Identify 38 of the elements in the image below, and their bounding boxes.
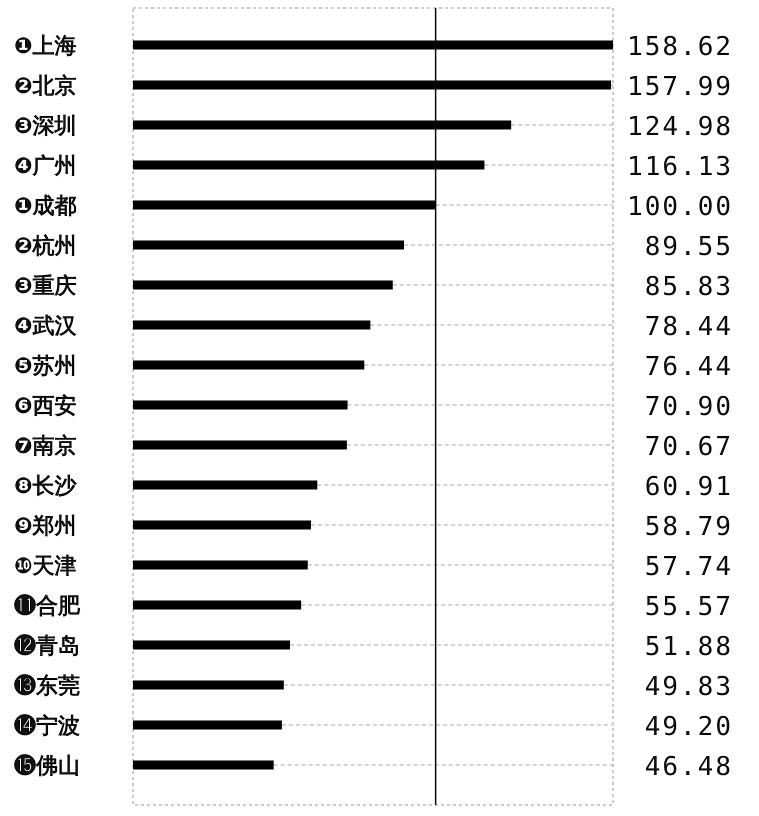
data-label: 116.13: [627, 152, 733, 182]
y-tick-label: ❿天津: [14, 554, 77, 579]
data-label: 55.57: [644, 592, 733, 622]
data-label: 85.83: [644, 272, 733, 302]
data-label: 78.44: [644, 312, 733, 342]
y-tick-label: ❸深圳: [14, 114, 77, 139]
data-label: 157.99: [627, 72, 733, 102]
y-tick-label: ❶成都: [14, 194, 77, 219]
y-tick-label: ❽长沙: [14, 474, 78, 499]
y-tick-label: ❸重庆: [14, 273, 77, 299]
y-tick-label: ❺苏州: [14, 354, 77, 379]
data-label: 70.67: [644, 432, 733, 462]
data-label: 49.83: [644, 672, 733, 702]
y-tick-label: ⓬青岛: [14, 633, 80, 659]
y-tick-label: ⓫合肥: [14, 593, 81, 619]
data-label: 89.55: [644, 232, 733, 262]
data-label: 57.74: [644, 552, 733, 582]
y-tick-label: ⓭东莞: [14, 673, 80, 699]
data-label: 58.79: [644, 512, 733, 542]
data-label: 46.48: [644, 752, 733, 782]
y-tick-label: ❷北京: [14, 73, 77, 99]
data-label: 124.98: [627, 112, 733, 142]
y-tick-label: ❹广州: [14, 153, 77, 179]
y-tick-label: ❷杭州: [14, 233, 77, 259]
y-tick-label: ⓯佛山: [14, 753, 80, 779]
data-label: 76.44: [644, 352, 733, 382]
y-tick-label: ❻西安: [14, 393, 77, 419]
data-label: 70.90: [644, 392, 733, 422]
y-tick-label: ❼南京: [14, 433, 77, 459]
y-tick-label: ❾郑州: [14, 514, 77, 539]
y-tick-label: ❹武汉: [14, 314, 78, 339]
data-label: 51.88: [644, 632, 733, 662]
y-tick-label: ❶上海: [14, 34, 77, 59]
data-label: 158.62: [627, 32, 733, 62]
data-label: 100.00: [627, 192, 733, 222]
y-tick-label: ⓮宁波: [14, 713, 80, 739]
data-label: 60.91: [644, 472, 733, 502]
data-label: 49.20: [644, 712, 733, 742]
